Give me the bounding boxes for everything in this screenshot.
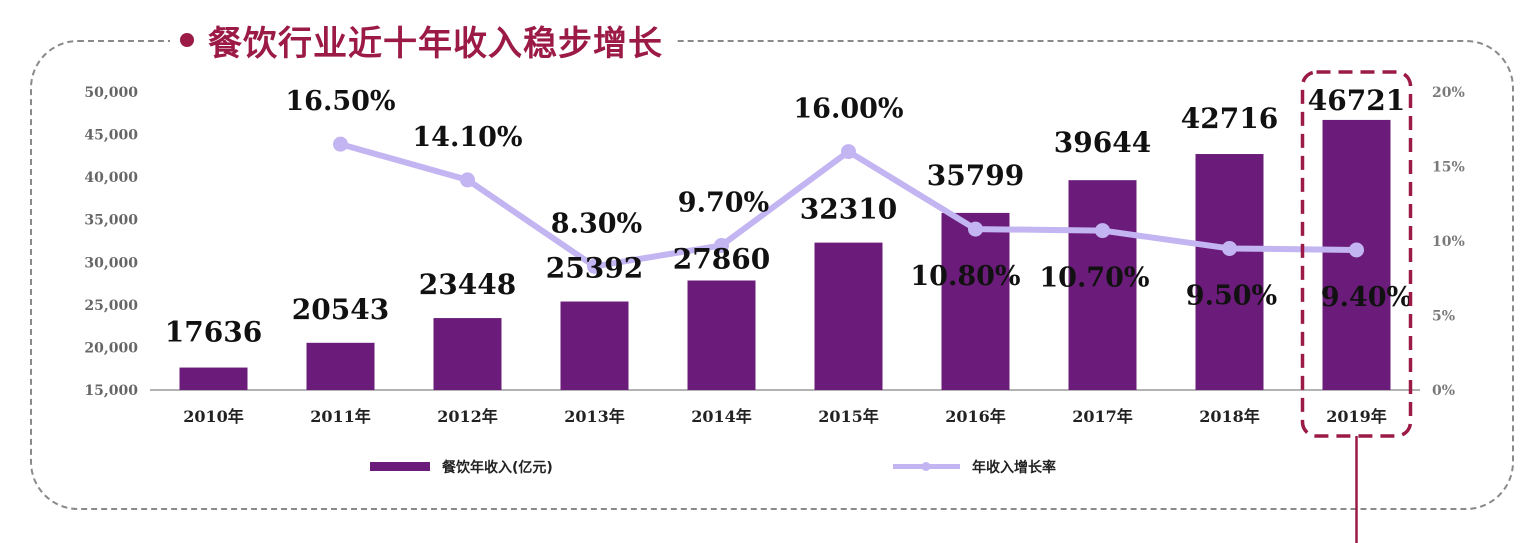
left-tick-label: 50,000	[84, 85, 138, 101]
bar-value-label: 27860	[673, 243, 770, 276]
growth-rate-point	[714, 237, 729, 253]
x-tick-label: 2015年	[818, 407, 879, 426]
highlight-box	[1300, 70, 1413, 438]
bar-series	[179, 119, 1391, 391]
bar	[433, 318, 502, 390]
x-tick-label: 2011年	[310, 407, 371, 426]
legend: 餐饮年收入(亿元) 年收入增长率	[370, 459, 1056, 476]
left-tick-label: 35,000	[84, 213, 138, 229]
bar	[179, 367, 248, 390]
legend-bar-label: 餐饮年收入(亿元)	[441, 459, 553, 476]
right-axis-ticks: 0% 5% 10% 15% 20%	[1432, 85, 1465, 399]
rate-value-label: 16.00%	[793, 94, 903, 125]
bar	[687, 280, 756, 390]
x-tick-label: 2013年	[564, 407, 625, 426]
left-tick-label: 25,000	[84, 298, 138, 314]
chart-frame	[30, 40, 1514, 510]
bar-value-label: 20543	[292, 293, 389, 326]
rate-value-labels: 16.50% 14.10% 8.30% 9.70% 16.00% 10.80% 10.70%…	[285, 86, 1412, 313]
rate-value-label: 10.70%	[1039, 263, 1149, 294]
bar-value-label: 39644	[1054, 126, 1151, 159]
growth-rate-point	[1349, 242, 1364, 258]
right-tick-label: 5%	[1432, 309, 1455, 325]
growth-rate-point	[460, 172, 475, 188]
growth-rate-series	[333, 136, 1364, 274]
chart-title-block: 餐饮行业近十年收入稳步增长	[170, 14, 677, 66]
bar	[941, 212, 1010, 390]
left-tick-label: 40,000	[84, 170, 138, 186]
bar-value-label: 32310	[800, 193, 897, 226]
growth-rate-point	[1095, 223, 1110, 239]
bar-value-label: 17636	[165, 316, 262, 349]
bar-value-label: 23448	[419, 268, 516, 301]
x-tick-label: 2018年	[1199, 407, 1260, 426]
x-tick-label: 2010年	[183, 407, 244, 426]
bar-value-labels: 17636 20543 23448 25392 27860 32310 35799 39644…	[165, 84, 1405, 349]
bar	[560, 301, 629, 390]
bar	[306, 342, 375, 390]
growth-rate-point	[968, 221, 983, 237]
rate-value-label: 16.50%	[285, 86, 395, 117]
x-tick-label: 2017年	[1072, 407, 1133, 426]
legend-line-label: 年收入增长率	[972, 459, 1056, 476]
bar-value-label: 35799	[927, 159, 1024, 192]
bar-value-label: 42716	[1181, 102, 1278, 135]
left-tick-label: 20,000	[84, 340, 138, 356]
right-tick-label: 20%	[1432, 85, 1465, 101]
rate-value-label: 14.10%	[412, 122, 522, 153]
rate-value-label: 8.30%	[551, 208, 642, 239]
rate-value-label: 9.50%	[1186, 280, 1277, 311]
bar-value-label: 25392	[546, 252, 643, 285]
bullet-dot-icon	[180, 33, 194, 47]
bar	[1068, 180, 1137, 390]
x-tick-label: 2014年	[691, 407, 752, 426]
x-tick-label: 2016年	[945, 407, 1006, 426]
bar	[814, 242, 883, 390]
right-tick-label: 15%	[1432, 160, 1465, 176]
legend-bar-swatch	[370, 462, 430, 471]
left-tick-label: 30,000	[84, 255, 138, 271]
left-axis-ticks: 15,000 20,000 25,000 30,000 35,000 40,000 45,0…	[84, 85, 138, 399]
highlight-group	[1300, 70, 1413, 543]
legend-line-marker	[921, 462, 931, 471]
right-tick-label: 0%	[1432, 383, 1455, 399]
x-axis-ticks: 2010年 2011年 2012年 2013年 2014年 2015年 2016年 2017年…	[183, 407, 1387, 426]
growth-rate-point	[841, 144, 856, 160]
bar-value-label: 46721	[1308, 84, 1405, 117]
chart-title: 餐饮行业近十年收入稳步增长	[208, 23, 663, 64]
left-tick-label: 45,000	[84, 128, 138, 144]
growth-rate-point	[333, 136, 348, 152]
growth-rate-point	[587, 258, 602, 274]
x-tick-label: 2012年	[437, 407, 498, 426]
rate-value-label: 9.40%	[1321, 282, 1412, 313]
left-tick-label: 15,000	[84, 383, 138, 399]
rate-value-label: 9.70%	[678, 187, 769, 218]
right-tick-label: 10%	[1432, 234, 1465, 250]
bar	[1195, 154, 1264, 390]
growth-rate-point	[1222, 240, 1237, 256]
x-tick-label: 2019年	[1326, 407, 1387, 426]
rate-value-label: 10.80%	[910, 261, 1020, 292]
